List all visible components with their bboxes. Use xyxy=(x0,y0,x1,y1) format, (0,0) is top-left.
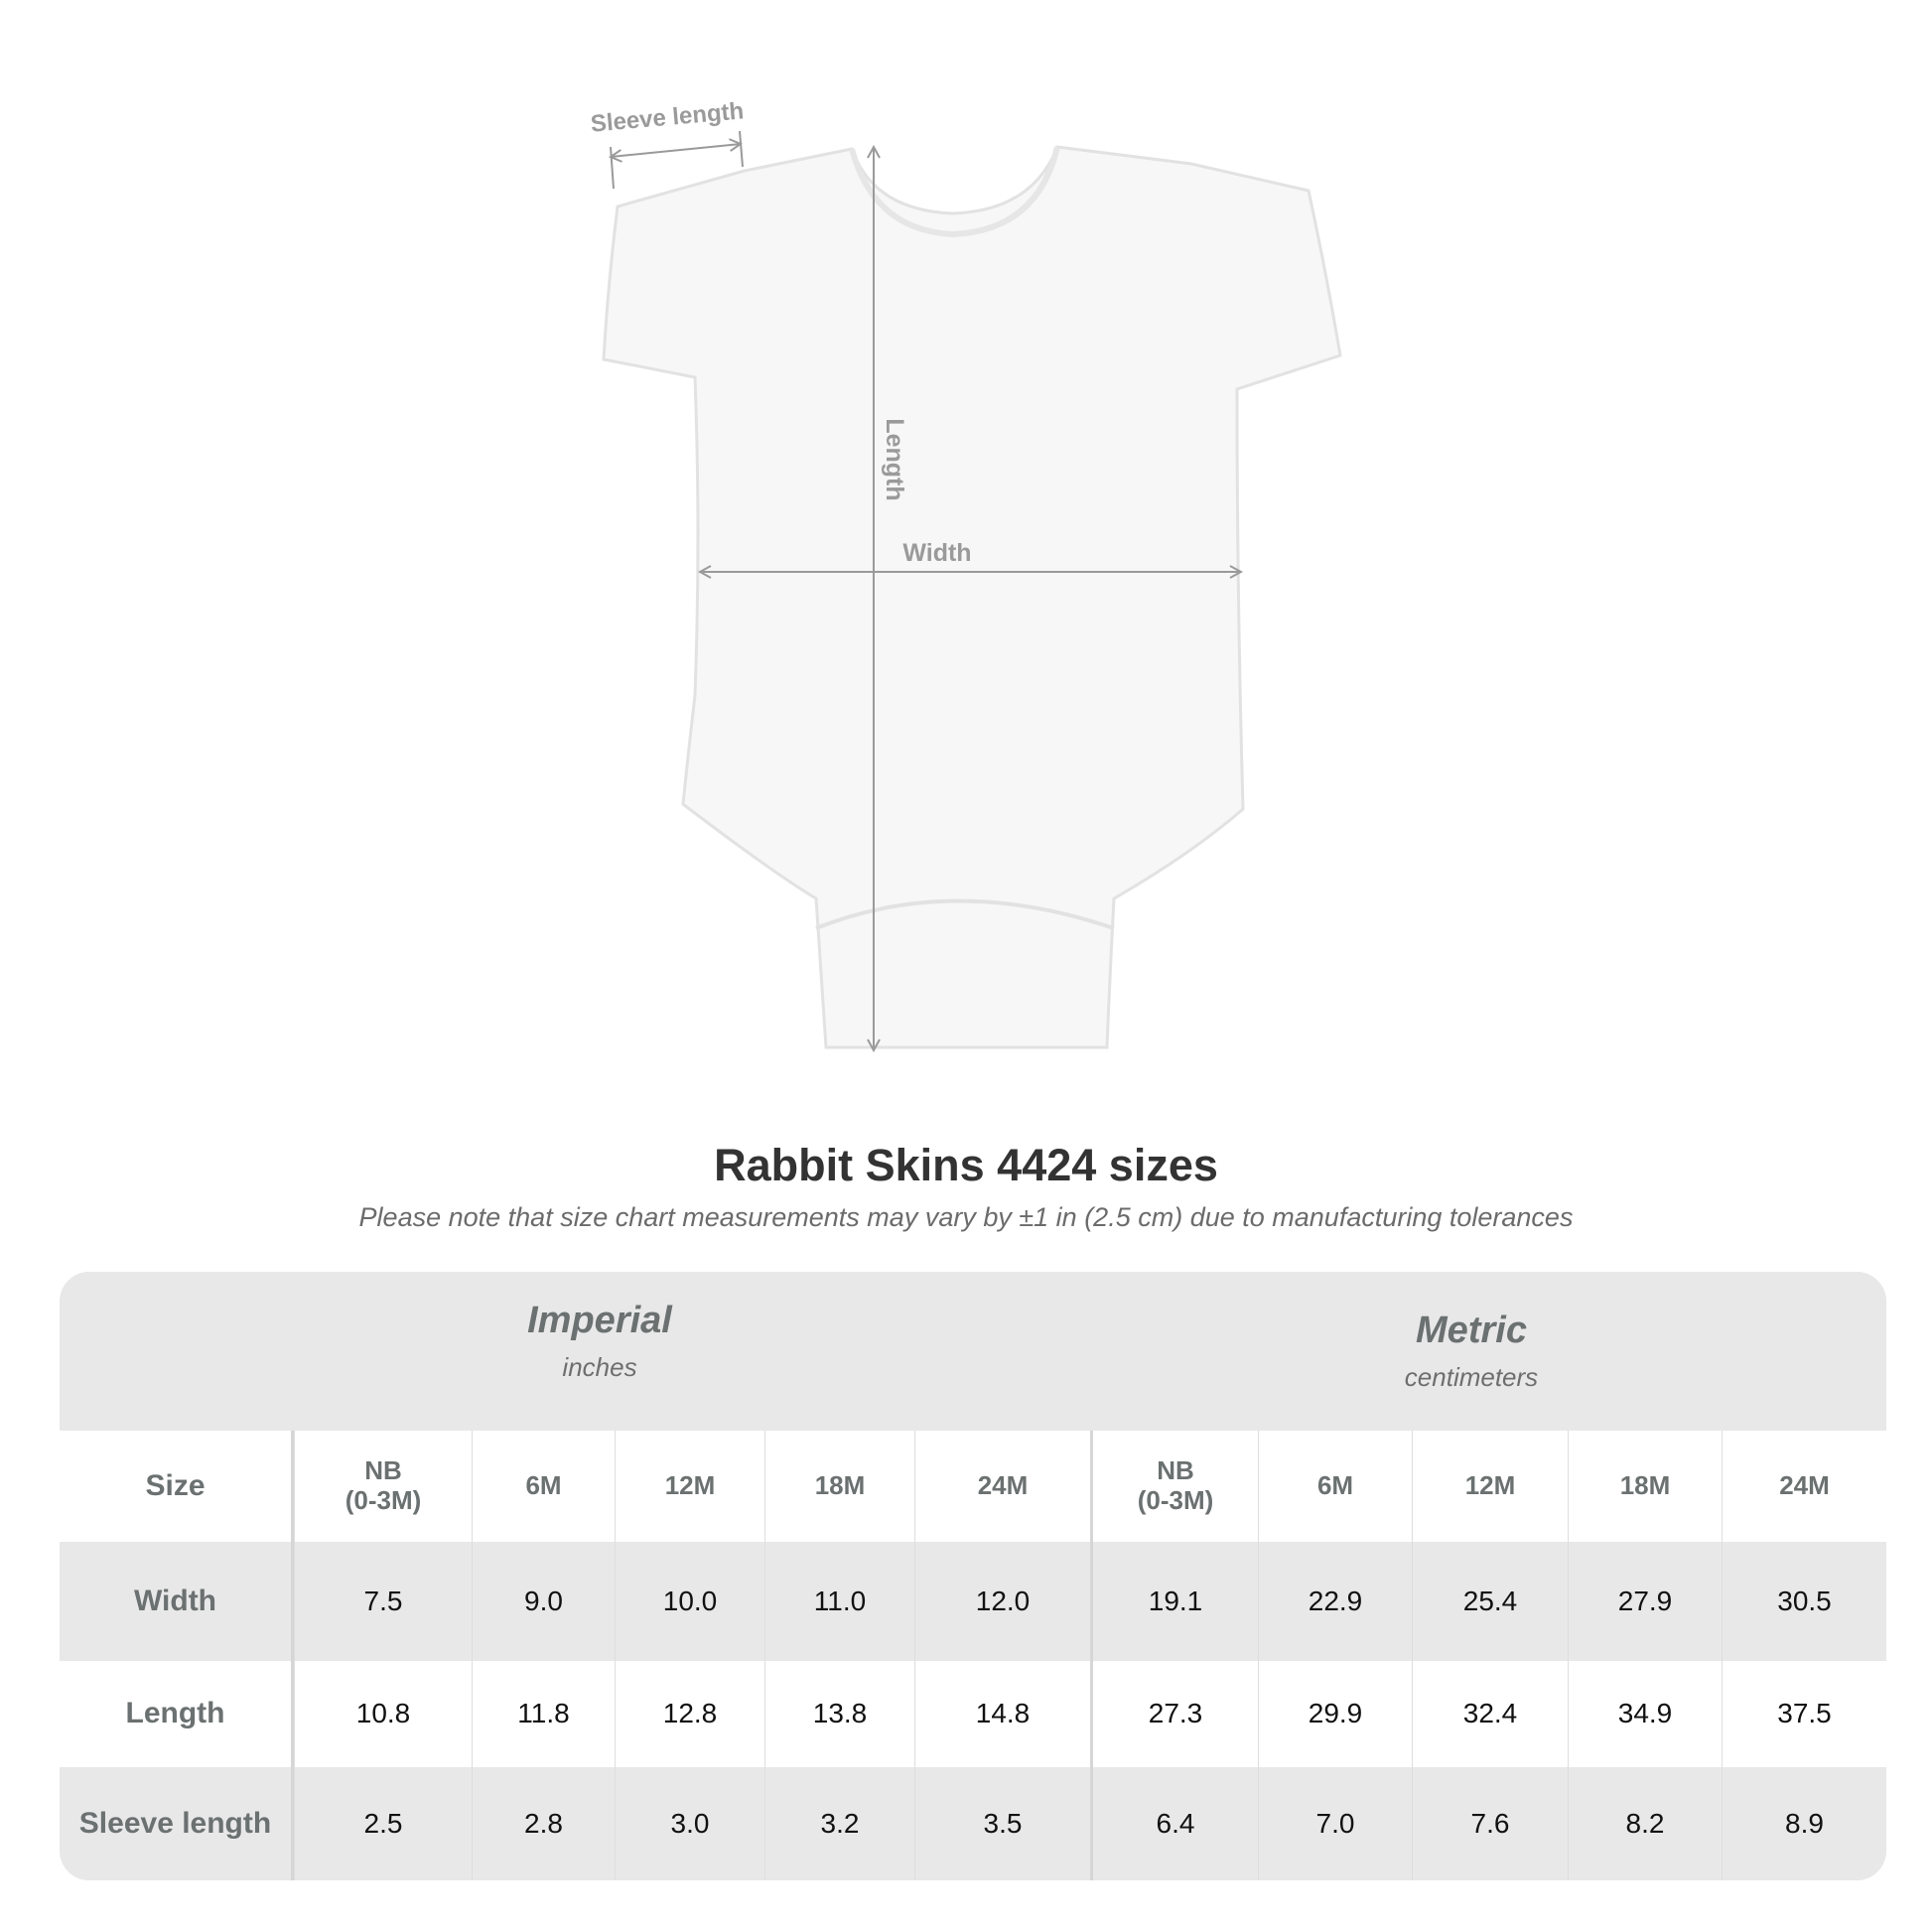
sleeve-length-label: Sleeve length xyxy=(590,97,745,137)
size-column-header: NB (0-3M) xyxy=(1090,1431,1258,1542)
measurement-cell: 8.2 xyxy=(1568,1767,1722,1880)
measurement-cell: 25.4 xyxy=(1412,1542,1568,1661)
imperial-unit: inches xyxy=(562,1352,637,1382)
size-label: Size xyxy=(60,1431,294,1542)
size-header-row: Size NB (0-3M) 6M 12M 18M 24M NB (0-3M) 6M 12M 18… xyxy=(60,1431,1886,1542)
measurement-cell: 12.8 xyxy=(615,1661,764,1767)
measurement-cell: 10.8 xyxy=(294,1661,472,1767)
size-column-header: 18M xyxy=(1568,1431,1722,1542)
length-label: Length xyxy=(881,418,908,500)
measurement-cell: 37.5 xyxy=(1722,1661,1886,1767)
measurement-cell: 6.4 xyxy=(1090,1767,1258,1880)
size-column-header: 6M xyxy=(1258,1431,1412,1542)
row-label: Sleeve length xyxy=(60,1767,294,1880)
measurement-cell: 11.0 xyxy=(764,1542,914,1661)
size-table: Imperial inches Metric centimeters Size N… xyxy=(60,1272,1886,1880)
measurement-cell: 13.8 xyxy=(764,1661,914,1767)
measurement-cell: 9.0 xyxy=(472,1542,615,1661)
table-header-band: Imperial inches Metric centimeters xyxy=(60,1272,1886,1431)
sleeve-arrow xyxy=(611,144,741,157)
tolerance-note: Please note that size chart measurements… xyxy=(358,1202,1574,1232)
size-column-header: 12M xyxy=(615,1431,764,1542)
measurement-cell: 10.0 xyxy=(615,1542,764,1661)
size-column-header: 6M xyxy=(472,1431,615,1542)
table-row: Sleeve length 2.5 2.8 3.0 3.2 3.5 6.4 7.0 7.6 8.2… xyxy=(60,1767,1886,1880)
measurement-cell: 30.5 xyxy=(1722,1542,1886,1661)
measurement-cell: 2.5 xyxy=(294,1767,472,1880)
measurement-cell: 32.4 xyxy=(1412,1661,1568,1767)
width-label: Width xyxy=(902,539,971,567)
measurement-cell: 34.9 xyxy=(1568,1661,1722,1767)
measurement-cell: 7.6 xyxy=(1412,1767,1568,1880)
measurement-cell: 29.9 xyxy=(1258,1661,1412,1767)
measurement-cell: 22.9 xyxy=(1258,1542,1412,1661)
size-column-header: NB (0-3M) xyxy=(294,1431,472,1542)
measurement-cell: 19.1 xyxy=(1090,1542,1258,1661)
size-column-header: 18M xyxy=(764,1431,914,1542)
measurement-cell: 12.0 xyxy=(914,1542,1090,1661)
measurement-cell: 7.5 xyxy=(294,1542,472,1661)
onesie-snap-flap xyxy=(815,898,1115,930)
onesie-garment xyxy=(602,145,1342,1049)
measurement-cell: 8.9 xyxy=(1722,1767,1886,1880)
table-row: Length 10.8 11.8 12.8 13.8 14.8 27.3 29.9 32.4 34… xyxy=(60,1661,1886,1767)
measurement-cell: 2.8 xyxy=(472,1767,615,1880)
measurement-cell: 27.3 xyxy=(1090,1661,1258,1767)
metric-header: Metric centimeters xyxy=(1273,1310,1670,1393)
size-column-header: 12M xyxy=(1412,1431,1568,1542)
metric-unit: centimeters xyxy=(1404,1362,1539,1392)
row-label: Length xyxy=(60,1661,294,1767)
measurement-cell: 11.8 xyxy=(472,1661,615,1767)
size-column-header: 24M xyxy=(1722,1431,1886,1542)
imperial-title: Imperial xyxy=(527,1300,672,1341)
measurement-cell: 7.0 xyxy=(1258,1767,1412,1880)
measurement-cell: 3.5 xyxy=(914,1767,1090,1880)
metric-title: Metric xyxy=(1416,1310,1527,1351)
measurement-cell: 3.2 xyxy=(764,1767,914,1880)
size-column-header: 24M xyxy=(914,1431,1090,1542)
imperial-header: Imperial inches xyxy=(401,1300,798,1383)
page-title: Rabbit Skins 4424 sizes xyxy=(714,1140,1218,1190)
measurement-cell: 27.9 xyxy=(1568,1542,1722,1661)
measurement-cell: 3.0 xyxy=(615,1767,764,1880)
measurement-cell: 14.8 xyxy=(914,1661,1090,1767)
table-row: Width 7.5 9.0 10.0 11.0 12.0 19.1 22.9 25.4 27.9 3… xyxy=(60,1542,1886,1661)
row-label: Width xyxy=(60,1542,294,1661)
